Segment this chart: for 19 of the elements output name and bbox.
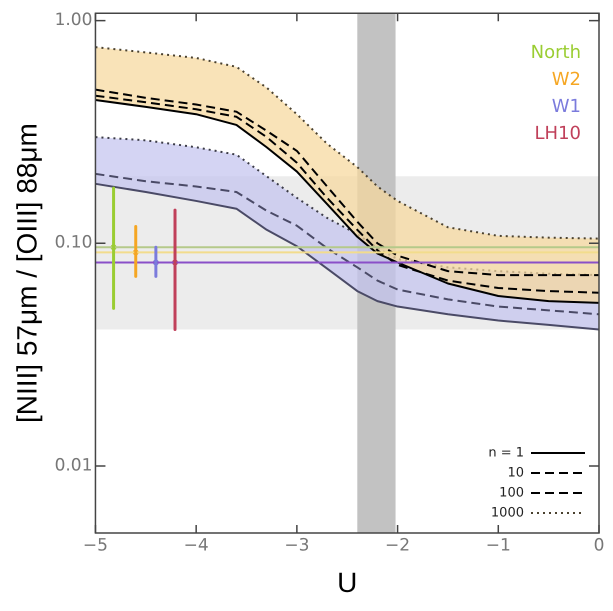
x-tick-label: 0	[594, 536, 604, 556]
x-tick-label: −5	[82, 536, 108, 556]
y-tick-label: 1.00	[54, 10, 92, 30]
y-axis-title: [NIII] 57μm / [OIII] 88μm	[12, 123, 43, 424]
legend-label: 1000	[490, 505, 524, 520]
legend-label: n = 1	[488, 445, 524, 460]
text: LH10	[534, 122, 581, 144]
x-axis-title: U	[337, 566, 358, 598]
x-tick-label: −4	[184, 536, 209, 556]
text: W1	[552, 96, 581, 117]
x-tick-label: −2	[385, 536, 410, 556]
legend-label: 100	[499, 485, 524, 500]
y-tick-label: 0.10	[54, 232, 92, 253]
text: North	[530, 42, 581, 63]
legend-label: 10	[507, 465, 524, 480]
y-tick-label: 0.01	[54, 455, 92, 476]
x-tick-label: −1	[486, 536, 511, 556]
text: W2	[552, 68, 581, 90]
x-tick-label: −3	[284, 536, 310, 556]
